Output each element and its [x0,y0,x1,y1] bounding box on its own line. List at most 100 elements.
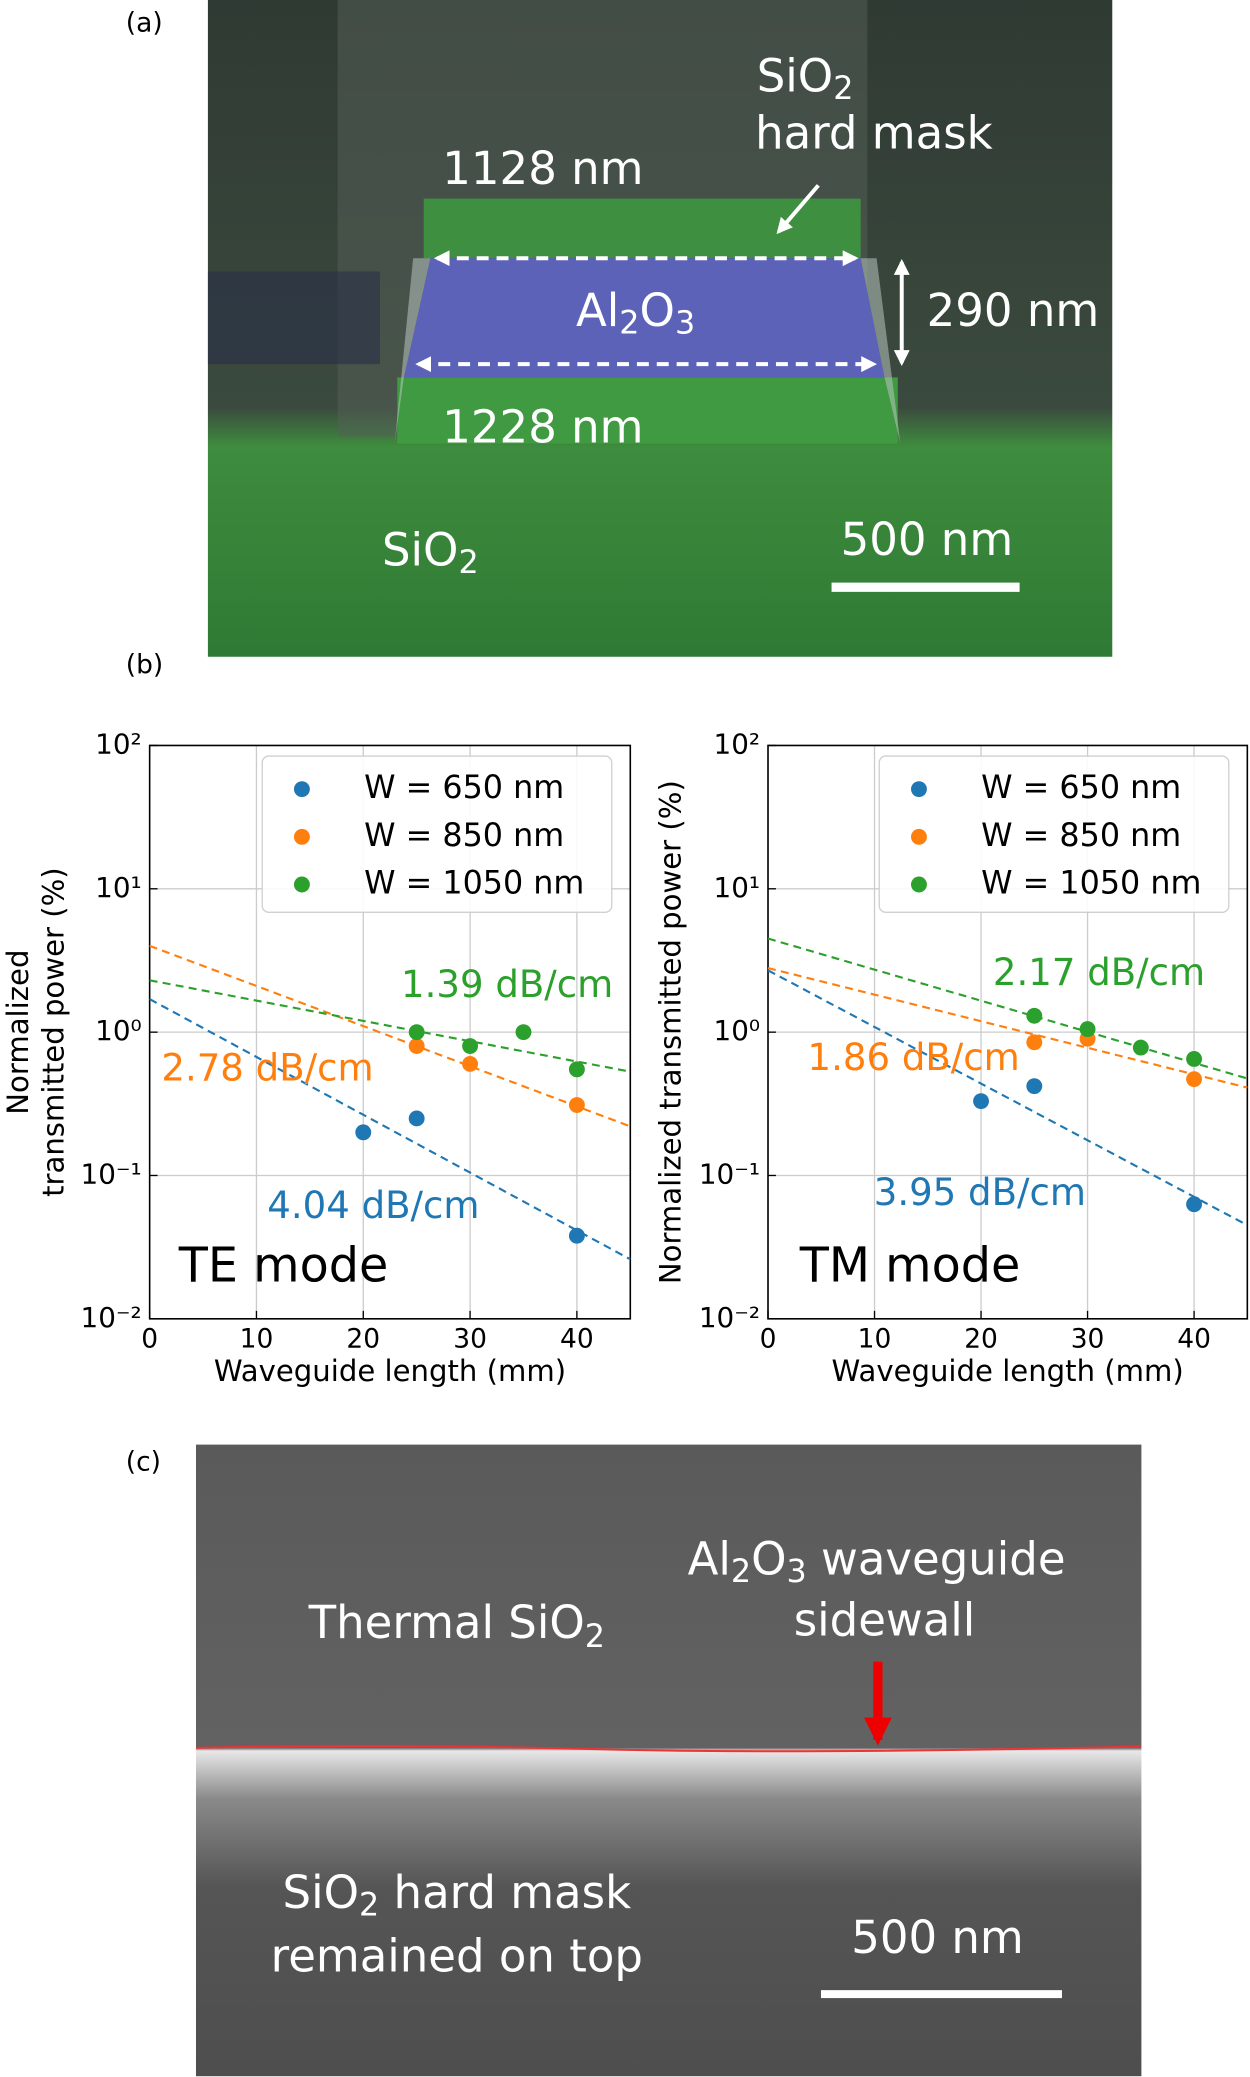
mode-label: TM mode [799,1238,1021,1293]
legend: W = 650 nm W = 850 nm W = 1050 nm [878,755,1230,913]
y-tick-label: 10⁻² [699,1301,760,1334]
plot-frame [148,744,632,1320]
y-axis-label: Normalized [1,950,35,1115]
data-point [568,1097,585,1113]
legend-label: W = 650 nm [981,770,1181,806]
fit-line [767,967,1248,1089]
data-point [1079,1021,1096,1038]
x-tick-label: 10 [858,1324,892,1355]
data-point [408,1110,425,1127]
legend: W = 650 nm W = 850 nm W = 1050 nm [261,755,613,913]
fit-line [767,937,1248,1080]
data-point [1026,1034,1043,1051]
sidewall-label-2: sidewall [794,1593,976,1646]
fit-line [149,979,631,1073]
arrow [776,184,820,235]
legend-box [261,755,613,913]
chart: 0 10 20 30 40 10⁻² 10⁻¹ 10⁰ 10¹ 10² Waveguide leng… [1,727,632,1388]
panel-label: (a) [126,7,163,38]
core [403,258,885,378]
data-point [1132,1039,1149,1056]
legend-marker [911,781,927,798]
data-point [1186,1051,1203,1067]
legend-label: W = 850 nm [981,818,1181,854]
panel-c: (c) Thermal SiO2 Al2O3 waveguide sidewal… [126,1444,1142,2077]
y-tick-label: 10¹ [714,871,761,904]
chart: 0 10 20 30 40 10⁻² 10⁻¹ 10⁰ 10¹ 10² Waveguide leng… [654,727,1249,1388]
scale-label: 500 nm [851,1911,1024,1964]
x-tick-label: 40 [560,1324,594,1355]
height-label: 290 nm [927,284,1100,337]
fit-line [767,969,1248,1227]
data-point [462,1055,479,1072]
width-bottom: 1228 nm [442,400,643,453]
legend-marker [293,876,310,893]
top-region: Thermal SiO2 [308,1596,605,1655]
x-axis-label: Waveguide length (mm) [832,1354,1184,1388]
y-tick-label: 10⁻¹ [81,1157,142,1190]
data-point [355,1124,372,1141]
lower-layer [397,377,898,444]
annotation: 2.78 dB/cm [161,1046,373,1089]
sidewall-left [394,258,431,444]
bottom-region-2: remained on top [271,1930,643,1983]
data-point [462,1038,479,1054]
legend-box [878,755,1230,913]
legend-label: W = 1050 nm [364,866,584,902]
shade [207,271,381,365]
x-tick-label: 40 [1177,1324,1211,1355]
x-axis-label: Waveguide length (mm) [214,1354,566,1388]
fit-line [149,944,631,1128]
x-tick-label: 0 [760,1324,777,1355]
data-point [1186,1071,1203,1088]
panel-label: (c) [126,1447,161,1478]
x-tick-label: 30 [1071,1324,1105,1355]
y-tick-label: 10⁰ [95,1014,142,1047]
legend-label: W = 850 nm [364,818,564,854]
legend-marker [911,828,927,845]
core-label: Al2O3 [576,284,695,342]
legend-marker [911,876,927,893]
mask-label: SiO2 [757,49,854,107]
plot-frame [767,744,1249,1320]
y-tick-label: 10² [95,727,142,760]
data-point [1026,1007,1043,1024]
x-tick-label: 30 [453,1324,487,1355]
width-top: 1128 nm [442,142,643,195]
y-tick-label: 10¹ [95,871,142,904]
annotation: 1.39 dB/cm [401,963,613,1006]
substrate-label: SiO2 [382,523,479,581]
sidewall-label: Al2O3 waveguide [688,1532,1066,1590]
legend-marker [293,781,310,798]
x-tick-label: 20 [346,1324,380,1355]
data-point [515,1024,532,1041]
sidewall-right [860,258,901,444]
bottom-region: SiO2 hard mask [283,1866,632,1924]
y-tick-label: 10⁻² [81,1301,142,1334]
data-point [973,1093,989,1110]
x-tick-label: 10 [240,1324,274,1355]
sem-image [195,1444,1142,2077]
fit-line [149,998,631,1261]
hard-mask [423,198,861,259]
annotation: 4.04 dB/cm [267,1184,479,1227]
x-tick-label: 20 [964,1324,998,1355]
y-tick-label: 10⁰ [714,1014,761,1047]
mask-label-2: hard mask [755,106,993,159]
sidewall-trace [195,1745,1142,1753]
data-point [1026,1078,1043,1095]
data-point [568,1227,585,1244]
annotation: 1.86 dB/cm [808,1036,1020,1079]
data-point [408,1038,425,1054]
y-axis-label: transmitted power (%) [37,867,71,1197]
panel-b: 0 10 20 30 40 10⁻² 10⁻¹ 10⁰ 10¹ 10² Waveguide leng… [1,727,1249,1388]
scale-bar [820,1990,1062,1999]
panel-a: (a) 1128 nm SiO2 hard mask Al2O3 1228 nm… [126,0,1113,657]
data-point [568,1061,585,1078]
y-axis-label: Normalized transmitted power (%) [654,780,688,1284]
data-point [1186,1196,1203,1213]
y-tick-label: 10⁻¹ [699,1157,760,1190]
panel-label: (b) [126,650,163,681]
